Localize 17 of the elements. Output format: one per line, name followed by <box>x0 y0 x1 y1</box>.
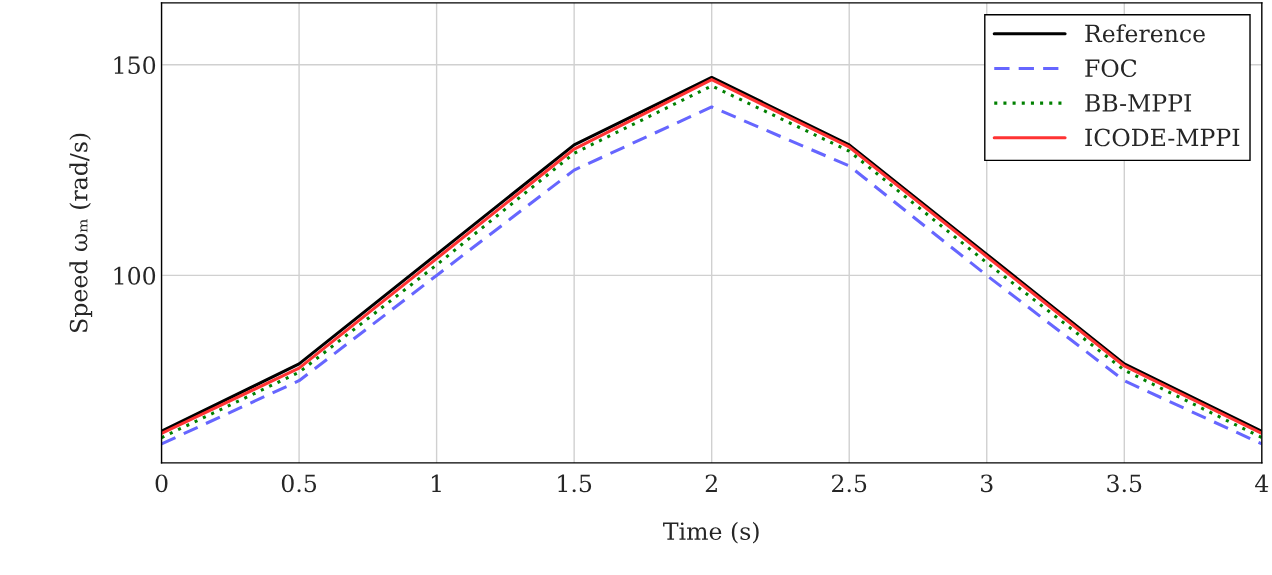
legend-label: FOC <box>1085 59 1137 78</box>
y-tick-label: 100 <box>114 266 156 285</box>
x-tick-label: 3 <box>981 474 993 493</box>
x-tick-label: 3.5 <box>1107 474 1142 493</box>
x-tick-label: 2.5 <box>832 474 867 493</box>
x-tick-label: 2 <box>705 474 717 492</box>
y-tick-label: 150 <box>114 56 156 75</box>
x-tick-label: 1 <box>431 474 441 492</box>
legend-label: Reference <box>1085 24 1205 43</box>
x-tick-label: 4 <box>1255 474 1269 492</box>
x-tick-label: 0 <box>155 474 168 493</box>
x-tick-label: 1.5 <box>558 474 592 493</box>
y-axis-title: Speed ωₘ (rad/s) <box>69 133 93 332</box>
x-axis-title: Time (s) <box>663 521 759 544</box>
legend-label: BB-MPPI <box>1085 94 1192 112</box>
x-tick-label: 0.5 <box>281 474 317 493</box>
legend-label: ICODE-MPPI <box>1085 128 1240 147</box>
